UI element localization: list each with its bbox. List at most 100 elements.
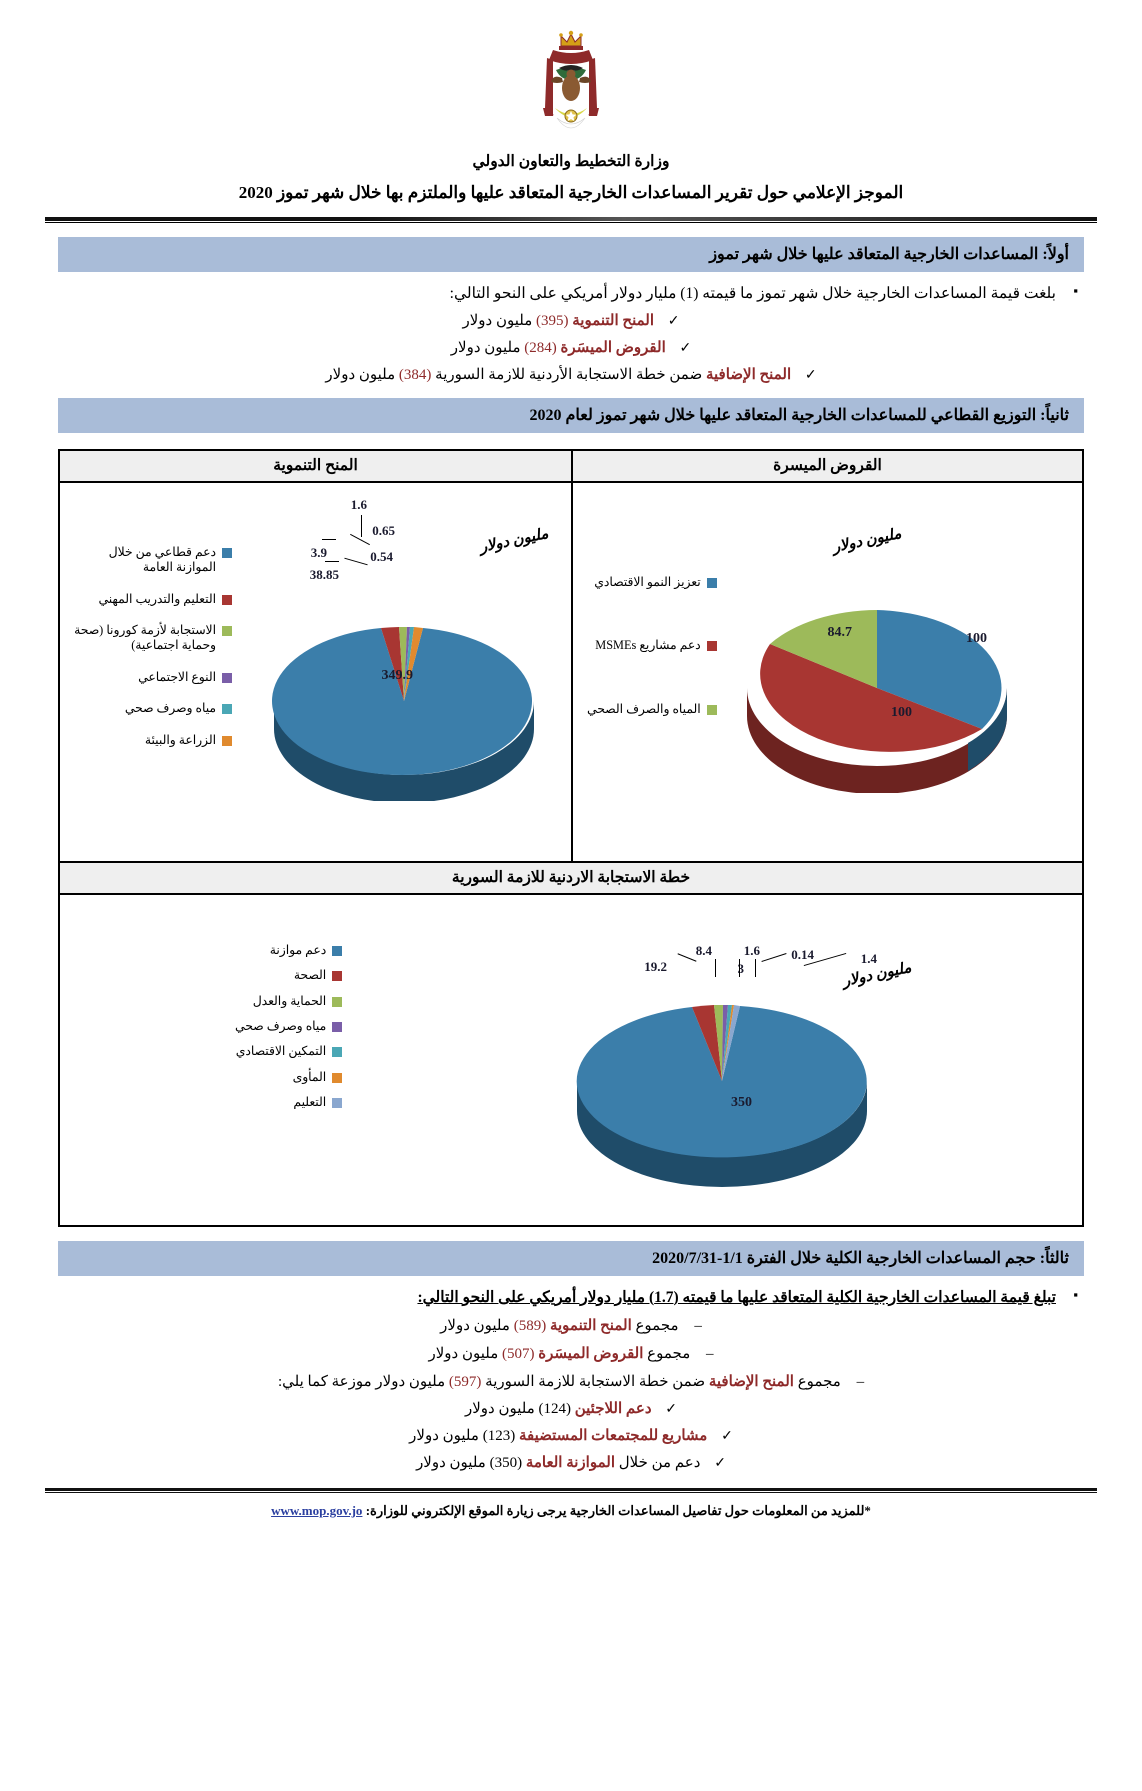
legend-label: مياه وصرف صحي: [124, 701, 216, 716]
legend-swatch-icon: [222, 704, 232, 715]
pie-chart-soft-loans: [747, 610, 1007, 793]
list-item-value: (384): [398, 367, 432, 383]
sub-list-item: ✓ دعم اللاجئين (124) مليون دولار: [60, 1399, 1082, 1418]
sub-list-item-label: مشاريع للمجتمعات المستضيفة: [518, 1428, 708, 1444]
section-1-header: أولاً: المساعدات الخارجية المتعاقد عليها…: [58, 237, 1084, 272]
pie-value-label: 3.9: [310, 545, 327, 560]
pie-value-label: 38.85: [309, 567, 339, 582]
list-item: ✓ القروض الميسَرة (284) مليون دولار: [60, 338, 1082, 357]
pie-value-label: 349.9: [381, 668, 414, 683]
legend-item: الاستجابة لأزمة كورونا (صحة وحماية اجتما…: [66, 623, 232, 654]
legend-item: التعليم والتدريب المهني: [66, 592, 232, 607]
pie-value-label: 350: [731, 1095, 752, 1110]
sub-list-item-unit: مليون دولار: [409, 1428, 479, 1444]
legend-swatch-icon: [222, 735, 232, 746]
legend-label: دعم قطاعي من خلال الموازنة العامة: [108, 545, 216, 575]
legend-item: المياه والصرف الصحي: [587, 702, 717, 717]
pie-value-label: 1.4: [860, 951, 877, 966]
legend-label: دعم مشاريع MSMEs: [595, 638, 701, 653]
leader-line: [761, 953, 787, 962]
chart-unit-note-soft-loans: مليون دولار: [831, 525, 904, 557]
pie-value-label: 0.14: [791, 947, 814, 962]
leader-line: [325, 561, 339, 562]
legend-swatch-icon: [222, 594, 232, 605]
legend-swatch-icon: [222, 672, 232, 683]
list-item-label: المنح التنموية: [549, 1318, 632, 1334]
list-item-prefix: مجموع: [635, 1318, 679, 1334]
pie-value-label: 0.54: [370, 549, 393, 564]
list-item: – مجموع المنح التنموية (589) مليون دولار: [60, 1316, 1082, 1335]
charts-container: القروض الميسرة مليون دولار: [58, 449, 1084, 1227]
list-item-value: (507): [501, 1346, 535, 1362]
sub-list-item-unit: مليون دولار: [464, 1401, 535, 1417]
leader-line: [755, 959, 756, 977]
list-item-label: المنح التنموية: [572, 313, 655, 329]
list-item-mid: ضمن خطة الاستجابة الأردنية للازمة السوري…: [435, 367, 703, 383]
pie-chart-syria-response: [576, 1004, 867, 1187]
chart-title-soft-loans: القروض الميسرة: [573, 451, 1082, 483]
list-item: – مجموع القروض الميسَرة (507) مليون دولا…: [60, 1344, 1082, 1363]
section-3-body: تبلغ قيمة المساعدات الخارجية الكلية المت…: [60, 1287, 1082, 1472]
legend-swatch-icon: [706, 578, 717, 588]
leader-line: [322, 539, 336, 540]
legend-label: الصحة: [293, 968, 327, 983]
legend-item: دعم قطاعي من خلال الموازنة العامة: [66, 545, 232, 576]
chart-legend-soft-loans: تعزيز النمو الاقتصادي دعم مشاريع MSMEs ا…: [587, 575, 717, 733]
legend-label: دعم موازنة: [269, 943, 327, 957]
chart-plot-soft-loans: مليون دولار 100 100: [573, 483, 1082, 861]
leader-line: [350, 533, 370, 546]
list-item-label: المنح الإضافية: [708, 1374, 794, 1390]
legend-item: دعم مشاريع MSMEs: [587, 638, 717, 653]
jordan-coat-of-arms-icon: [543, 30, 599, 129]
list-item-unit: مليون دولار: [325, 367, 396, 383]
list-item-mid: ضمن خطة الاستجابة للازمة السورية: [485, 1374, 706, 1390]
legend-item: التمكين الاقتصادي: [235, 1044, 343, 1059]
ministry-website-link[interactable]: www.mop.gov.jo: [271, 1503, 363, 1518]
sub-list-item-label: دعم اللاجئين: [574, 1401, 652, 1417]
legend-label: التعليم والتدريب المهني: [98, 591, 216, 606]
legend-swatch-icon: [332, 1022, 343, 1033]
sub-list-item: ✓ دعم من خلال الموازنة العامة (350) مليو…: [60, 1453, 1082, 1472]
chart-panel-development-grants: المنح التنموية مليون دولار: [60, 451, 571, 861]
sub-list-item-prefix: دعم من خلال: [618, 1455, 701, 1471]
dash-icon: –: [694, 1318, 702, 1334]
leader-line: [739, 959, 740, 977]
pie-value-label: 100: [891, 705, 912, 720]
list-item-value: (395): [535, 313, 569, 329]
check-icon: ✓: [665, 1402, 678, 1417]
list-item: – مجموع المنح الإضافية ضمن خطة الاستجابة…: [60, 1372, 1082, 1391]
legend-item: التعليم: [235, 1095, 343, 1110]
list-item-unit: مليون دولار موزعة كما يلي:: [277, 1374, 446, 1390]
legend-item: مياه وصرف صحي: [235, 1019, 343, 1034]
pie-chart-development-grants: [272, 626, 534, 801]
legend-label: النوع الاجتماعي: [138, 669, 216, 684]
pie-value-label: 8.4: [695, 943, 712, 958]
leader-line: [344, 557, 368, 566]
charts-bottom-row: خطة الاستجابة الاردنية للازمة السورية مل…: [60, 861, 1082, 1225]
chart-legend-syria-response: دعم موازنة الصحة الحماية والعدل ميا: [235, 943, 343, 1127]
sub-list-item-value: (123): [482, 1428, 516, 1444]
sub-list-item-unit: مليون دولار: [416, 1455, 486, 1471]
legend-item: الحماية والعدل: [235, 993, 343, 1009]
legend-swatch-icon: [332, 1047, 343, 1058]
list-item-label: القروض الميسَرة: [560, 340, 666, 356]
footer-divider-thin: [45, 1492, 1097, 1493]
pie-value-label: 100: [966, 631, 987, 646]
legend-label: الحماية والعدل: [252, 993, 327, 1008]
legend-item: دعم موازنة: [235, 943, 343, 958]
charts-top-row: القروض الميسرة مليون دولار: [60, 451, 1082, 861]
legend-label: الاستجابة لأزمة كورونا (صحة وحماية اجتما…: [74, 623, 216, 653]
sub-list-item: ✓ مشاريع للمجتمعات المستضيفة (123) مليون…: [60, 1426, 1082, 1445]
legend-label: التعليم: [293, 1095, 327, 1110]
legend-label: التمكين الاقتصادي: [235, 1044, 327, 1059]
list-item-value: (597): [448, 1374, 482, 1390]
section-1-lead-text: بلغت قيمة المساعدات الخارجية خلال شهر تم…: [449, 285, 1056, 302]
section-2-header: ثانياً: التوزيع القطاعي للمساعدات الخارج…: [58, 398, 1084, 433]
ministry-name: وزارة التخطيط والتعاون الدولي: [472, 153, 670, 170]
pie-value-label: 19.2: [644, 959, 667, 974]
legend-item: الصحة: [235, 968, 343, 983]
chart-unit-note-development-grants: مليون دولار: [478, 525, 551, 557]
section-3-lead-text: تبلغ قيمة المساعدات الخارجية الكلية المت…: [417, 1289, 1056, 1306]
check-icon: ✓: [667, 314, 680, 329]
sub-list-item-label: الموازنة العامة: [525, 1455, 615, 1471]
